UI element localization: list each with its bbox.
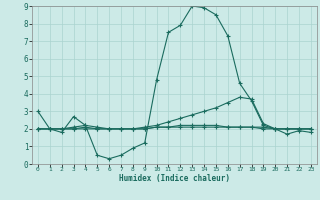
X-axis label: Humidex (Indice chaleur): Humidex (Indice chaleur) — [119, 174, 230, 183]
